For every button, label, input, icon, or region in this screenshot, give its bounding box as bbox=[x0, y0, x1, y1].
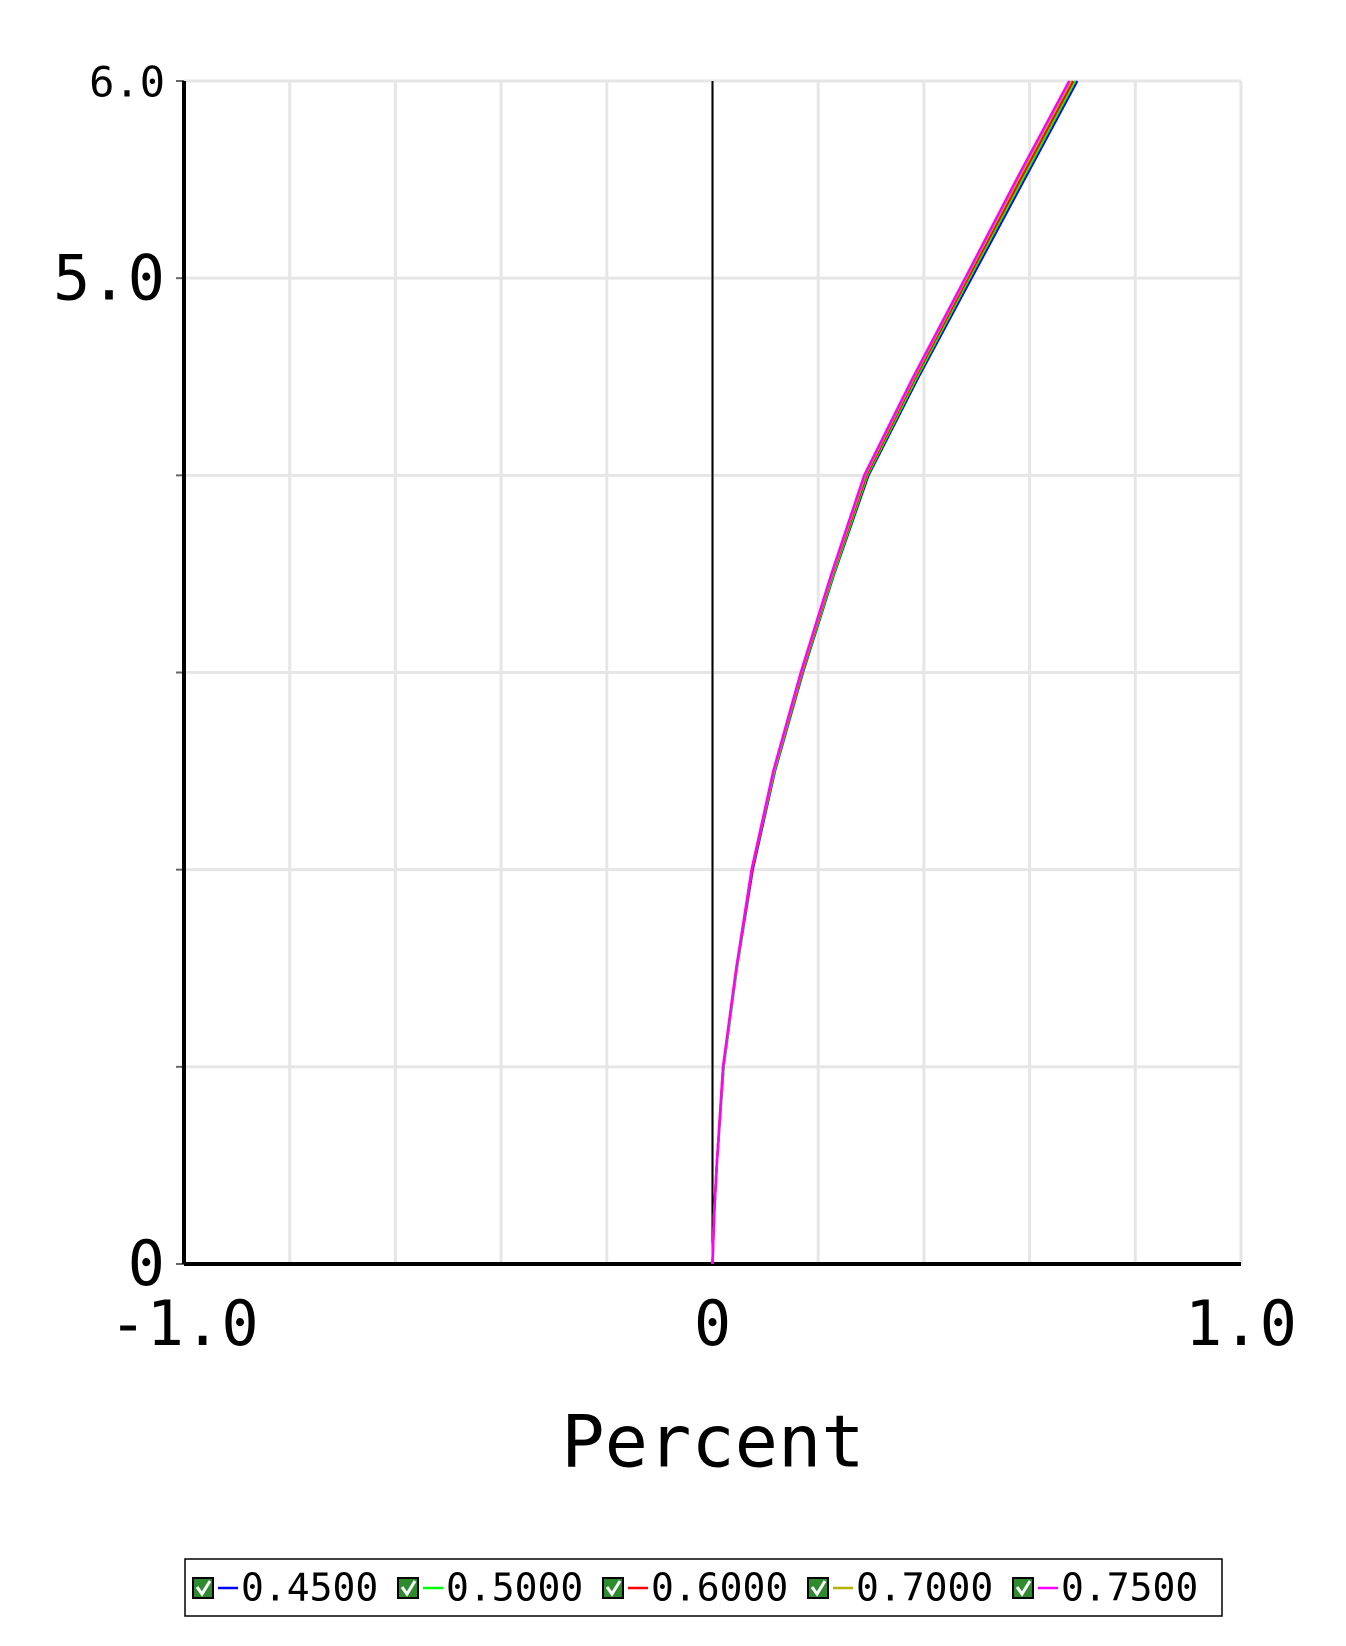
legend-checkmark[interactable] bbox=[605, 1580, 622, 1597]
x-axis-label: Percent bbox=[561, 1400, 864, 1484]
y-tick-label: 6.0 bbox=[89, 58, 165, 107]
legend-checkmark[interactable] bbox=[810, 1580, 827, 1597]
legend-label[interactable]: 0.7000 bbox=[856, 1566, 993, 1610]
legend-label[interactable]: 0.5000 bbox=[446, 1566, 583, 1610]
legend-label[interactable]: 0.7500 bbox=[1061, 1566, 1198, 1610]
x-tick-label: 1.0 bbox=[1185, 1287, 1297, 1360]
x-tick-label: -1.0 bbox=[109, 1287, 258, 1360]
legend-checkmark[interactable] bbox=[400, 1580, 417, 1597]
y-tick-label: 0 bbox=[128, 1227, 165, 1300]
legend-label[interactable]: 0.6000 bbox=[651, 1566, 788, 1610]
legend-label[interactable]: 0.4500 bbox=[241, 1566, 378, 1610]
y-tick-label: 5.0 bbox=[53, 241, 165, 314]
series-line bbox=[711, 80, 1071, 1265]
legend-checkmark[interactable] bbox=[195, 1580, 212, 1597]
x-tick-label: 0 bbox=[694, 1287, 731, 1360]
legend-checkmark[interactable] bbox=[1015, 1580, 1032, 1597]
